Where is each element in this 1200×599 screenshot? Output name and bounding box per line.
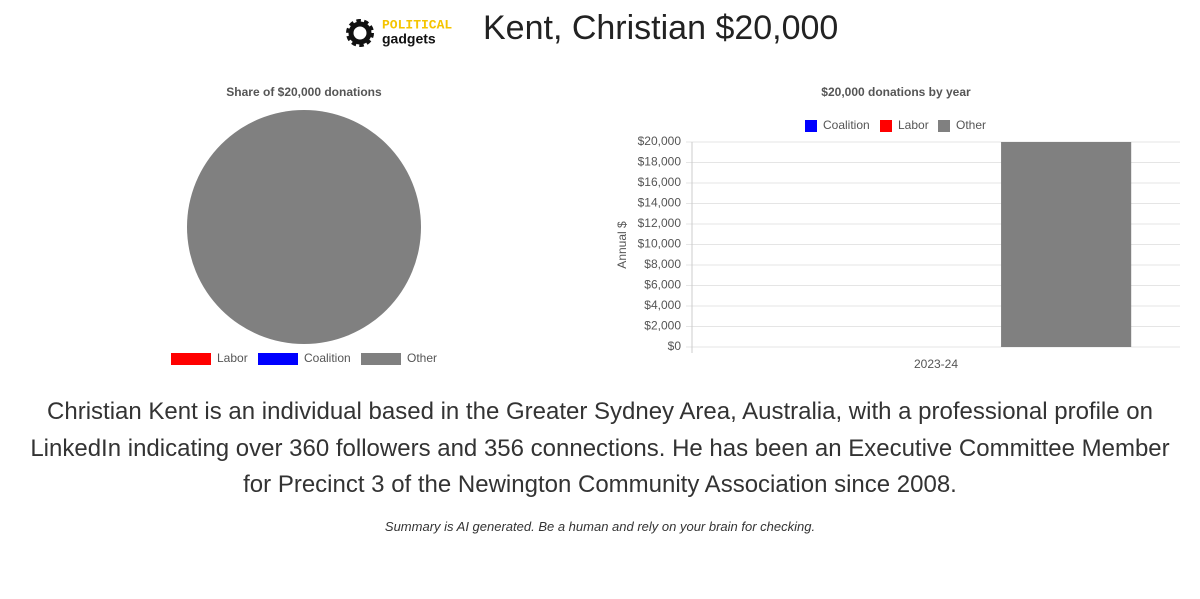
- legend-label: Coalition: [823, 118, 870, 132]
- y-tick-label: $8,000: [644, 257, 681, 271]
- y-tick-label: $18,000: [638, 155, 682, 169]
- legend-label: Labor: [217, 351, 248, 365]
- y-tick-label: $16,000: [638, 175, 682, 189]
- legend-swatch: [938, 120, 950, 132]
- pie-slice: [187, 110, 421, 344]
- y-tick-label: $4,000: [644, 298, 681, 312]
- legend-label: Coalition: [304, 351, 351, 365]
- summary: Christian Kent is an individual based in…: [30, 398, 1170, 498]
- y-tick-label: $14,000: [638, 196, 682, 210]
- logo[interactable]: POLITICAL gadgets: [346, 17, 452, 47]
- chart-title: Share of $20,000 donations: [226, 85, 382, 99]
- page-title: Kent, Christian $20,000: [483, 9, 838, 47]
- legend-label: Other: [407, 351, 437, 365]
- y-tick-label: $6,000: [644, 278, 681, 292]
- chart-title: $20,000 donations by year: [821, 85, 971, 99]
- x-tick-label: 2023-24: [914, 357, 958, 371]
- y-tick-label: $0: [668, 339, 682, 353]
- legend-swatch: [880, 120, 892, 132]
- logo-bottom: gadgets: [382, 31, 436, 47]
- y-tick-label: $10,000: [638, 237, 682, 251]
- gear: [348, 21, 372, 45]
- y-tick-label: $12,000: [638, 216, 682, 230]
- legend-swatch: [171, 353, 211, 365]
- disclaimer: Summary is AI generated. Be a human and …: [384, 519, 816, 534]
- legend-swatch: [805, 120, 817, 132]
- charts: POLITICAL gadgets Kent, Christian $20,00…: [171, 9, 1180, 371]
- legend-swatch: [361, 353, 401, 365]
- y-tick-label: $20,000: [638, 134, 682, 148]
- bar: [1001, 142, 1132, 347]
- legend-label: Other: [956, 118, 986, 132]
- y-axis-label: Annual $: [615, 221, 629, 269]
- legend-label: Labor: [898, 118, 929, 132]
- logo-top: POLITICAL: [382, 17, 452, 32]
- legend-swatch: [258, 353, 298, 365]
- y-tick-label: $2,000: [644, 319, 681, 333]
